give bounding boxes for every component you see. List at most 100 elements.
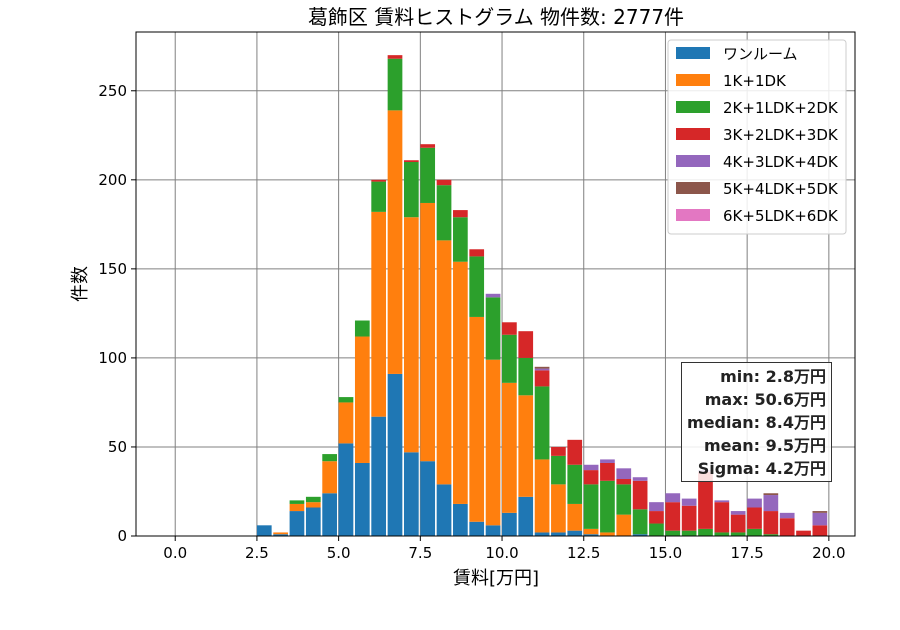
histogram-bar	[485, 297, 501, 360]
histogram-bar	[485, 293, 501, 298]
histogram-bar	[403, 160, 419, 163]
legend-swatch	[676, 74, 710, 86]
histogram-bar	[551, 455, 566, 485]
stat-median: median: 8.4万円	[687, 413, 826, 432]
histogram-bar	[322, 461, 337, 494]
histogram-bar	[698, 528, 713, 536]
histogram-bar	[371, 179, 387, 182]
histogram-bar	[534, 459, 550, 533]
histogram-bar	[632, 477, 648, 481]
histogram-bar	[502, 512, 517, 536]
histogram-bar	[665, 502, 681, 531]
histogram-bar	[763, 534, 779, 536]
histogram-bar	[714, 500, 730, 503]
y-axis-label: 件数	[70, 266, 91, 302]
histogram-bar	[649, 523, 664, 536]
y-tick-label: 100	[98, 349, 127, 367]
y-tick-label: 200	[98, 171, 127, 189]
y-axis-ticks: 0 50 100 150 200 250	[98, 82, 136, 545]
histogram-bar	[453, 503, 468, 536]
histogram-bar	[371, 181, 387, 212]
histogram-bar	[453, 217, 468, 262]
stat-mean: mean: 9.5万円	[703, 436, 826, 455]
histogram-bar	[616, 479, 632, 485]
histogram-bar	[747, 528, 762, 536]
legend-label: 2K+1LDK+2DK	[723, 99, 839, 117]
histogram-bar	[371, 211, 387, 417]
histogram-bar	[387, 55, 403, 59]
histogram-bar	[420, 144, 436, 148]
histogram-bar	[534, 532, 550, 536]
legend-swatch	[676, 47, 710, 59]
histogram-bar	[763, 493, 779, 496]
histogram-bar	[305, 507, 321, 536]
histogram-bar	[583, 484, 599, 529]
histogram-bar	[551, 532, 566, 536]
histogram-bar	[485, 525, 501, 536]
histogram-bar	[354, 320, 370, 337]
histogram-bar	[371, 416, 387, 536]
histogram-bar	[387, 373, 403, 536]
histogram-bar	[289, 511, 305, 536]
x-tick-label: 17.5	[730, 544, 763, 562]
legend-label: 4K+3LDK+4DK	[723, 153, 839, 171]
histogram-bar	[305, 502, 321, 508]
histogram-bar	[289, 503, 305, 512]
histogram-bar	[273, 532, 288, 535]
histogram-bar	[354, 462, 370, 536]
histogram-bar	[600, 532, 615, 536]
histogram-bar	[502, 382, 517, 513]
histogram-bar	[616, 468, 632, 480]
histogram-bar	[616, 514, 632, 536]
histogram-bar	[730, 532, 746, 536]
statistics-box: min: 2.8万円 max: 50.6万円 median: 8.4万円 mea…	[681, 362, 832, 482]
histogram-bar	[403, 217, 419, 453]
histogram-bar	[681, 498, 697, 506]
histogram-bar	[616, 484, 632, 515]
histogram-bar	[518, 496, 534, 536]
x-axis-label: 賃料[万円]	[453, 568, 539, 589]
legend-label: 3K+2LDK+3DK	[723, 126, 839, 144]
histogram-bar	[502, 334, 517, 383]
histogram-bar	[453, 210, 468, 218]
histogram-bar	[747, 507, 762, 529]
x-tick-label: 5.0	[327, 544, 351, 562]
legend: ワンルーム 1K+1DK 2K+1LDK+2DK 3K+2LDK+3DK 4K+3LDK…	[667, 39, 847, 235]
histogram-bar	[600, 480, 615, 533]
histogram-bar	[469, 316, 485, 522]
histogram-bar	[567, 439, 583, 465]
legend-label: 1K+1DK	[723, 72, 787, 90]
histogram-bar	[436, 185, 452, 241]
plot-frame	[135, 31, 856, 537]
histogram-bar	[730, 514, 746, 533]
histogram-bar	[436, 240, 452, 485]
histogram-bar	[649, 511, 664, 524]
y-tick-label: 250	[98, 82, 127, 100]
histogram-bar	[714, 502, 730, 533]
y-tick-label: 150	[98, 260, 127, 278]
histogram-bar	[273, 534, 288, 536]
histogram-bar	[322, 454, 337, 462]
legend-swatch	[676, 155, 710, 167]
y-tick-label: 50	[108, 438, 127, 456]
histogram-bar	[763, 495, 779, 512]
legend-swatch	[676, 209, 710, 221]
histogram-bar	[583, 470, 599, 485]
x-tick-label: 20.0	[812, 544, 845, 562]
histogram-bar	[436, 179, 452, 186]
histogram-bar	[403, 162, 419, 218]
histogram-bar	[469, 521, 485, 536]
histogram-bar	[796, 530, 811, 536]
histogram-bar	[600, 462, 615, 481]
legend-box	[667, 39, 847, 235]
stat-sigma: Sigma: 4.2万円	[697, 459, 826, 478]
histogram-bar	[714, 532, 730, 536]
chart-title: 葛飾区 賃料ヒストグラム 物件数: 2777件	[308, 5, 684, 29]
histogram-bar	[256, 525, 272, 536]
x-tick-label: 0.0	[163, 544, 187, 562]
stacked-bars	[256, 55, 828, 536]
histogram-bar	[469, 256, 485, 317]
histogram-bar	[485, 359, 501, 526]
histogram-bar	[403, 452, 419, 536]
histogram-bar	[338, 402, 354, 444]
